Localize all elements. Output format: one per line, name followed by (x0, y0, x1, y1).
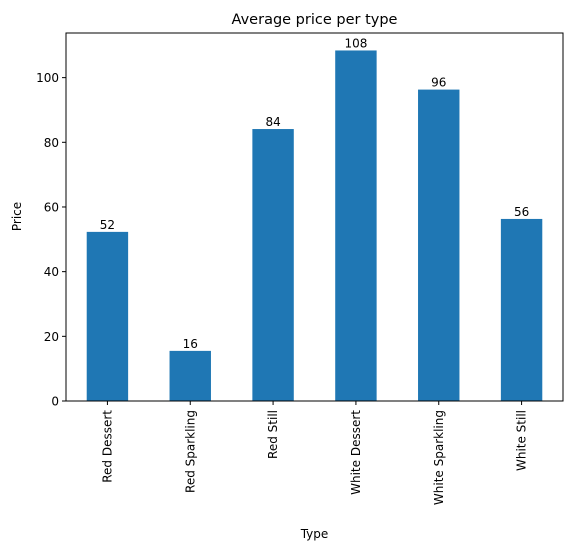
data-label-white-still: 56 (514, 205, 529, 219)
y-tick-label-60: 60 (44, 200, 59, 214)
x-axis-title: Type (300, 527, 329, 541)
y-tick-label-40: 40 (44, 265, 59, 279)
x-tick-label-white-dessert: White Dessert (349, 410, 363, 495)
x-tick-label-red-dessert: Red Dessert (100, 410, 114, 483)
bar-white-still (500, 218, 543, 401)
x-tick-label-red-still: Red Still (266, 410, 280, 459)
bar-red-dessert (86, 231, 129, 401)
y-tick-label-80: 80 (44, 136, 59, 150)
y-tick-label-0: 0 (51, 395, 59, 409)
plot-frame (65, 32, 564, 402)
x-axis: Red Dessert Red Sparkling Red Still White D… (100, 401, 529, 505)
data-label-white-sparkling: 96 (431, 76, 446, 90)
x-tick-label-red-sparkling: Red Sparkling (183, 410, 197, 493)
y-axis: 0 20 40 60 80 100 (36, 71, 66, 409)
data-label-white-dessert: 108 (344, 36, 367, 50)
y-tick-label-100: 100 (36, 71, 59, 85)
data-label-red-dessert: 52 (100, 218, 115, 232)
bar-white-dessert (335, 50, 377, 402)
y-tick-label-20: 20 (44, 330, 59, 344)
data-label-red-sparkling: 16 (183, 337, 198, 351)
chart-title: Average price per type (232, 12, 398, 28)
bars-group (86, 50, 543, 402)
bar-red-still (252, 129, 294, 402)
bar-white-sparkling (418, 89, 460, 401)
x-tick-label-white-sparkling: White Sparkling (432, 410, 446, 505)
y-axis-title: Price (10, 202, 24, 231)
bar-red-sparkling (169, 350, 211, 401)
x-tick-label-white-still: White Still (515, 410, 529, 471)
data-label-red-still: 84 (265, 115, 280, 129)
data-labels-group: 52 16 84 108 96 56 (100, 36, 529, 350)
